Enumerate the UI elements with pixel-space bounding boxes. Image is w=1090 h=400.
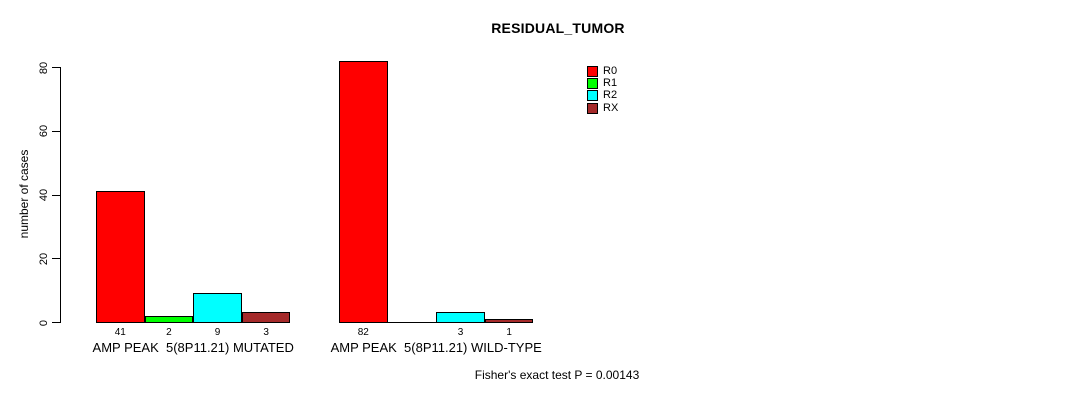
legend-item-rx: RX <box>587 102 618 114</box>
y-tick-mark <box>52 322 60 323</box>
bar-r1-group1 <box>144 315 194 323</box>
bar-r2-group2 <box>436 312 485 323</box>
bar-r0-group1 <box>96 191 145 323</box>
legend-label-rx: RX <box>603 101 619 114</box>
y-tick-mark <box>52 130 60 132</box>
legend-swatch-r2 <box>587 90 598 102</box>
bar-value-label: 1 <box>506 327 512 338</box>
bar-value-label: 3 <box>457 327 464 338</box>
bar-rx-group1 <box>241 312 291 323</box>
bar-r0-group2 <box>339 60 388 323</box>
y-tick-label: 20 <box>38 252 50 265</box>
bar-value-label: 9 <box>214 327 221 338</box>
y-tick-label: 0 <box>38 319 50 326</box>
bar-r2-group1 <box>193 293 242 323</box>
bar-value-label: 82 <box>357 327 369 338</box>
legend-swatch-r0 <box>587 65 598 77</box>
y-tick-label: 40 <box>38 188 50 202</box>
category-label-group1: AMP PEAK 5(8P11.21) MUTATED <box>92 340 294 355</box>
bar-value-label: 3 <box>263 327 269 338</box>
legend-label-r1: R1 <box>603 77 618 90</box>
legend-item-r1: R1 <box>587 77 618 90</box>
y-tick-label: 80 <box>38 61 50 74</box>
y-tick-mark <box>52 67 60 68</box>
y-axis-line <box>60 67 61 323</box>
legend-item-r2: R2 <box>587 90 618 102</box>
chart-title: RESIDUAL_TUMOR <box>491 20 625 36</box>
legend-swatch-r1 <box>587 78 598 90</box>
y-tick-label: 60 <box>38 125 50 138</box>
legend-swatch-rx <box>587 102 598 114</box>
legend-item-r0: R0 <box>587 65 618 77</box>
legend-label-r0: R0 <box>603 64 618 77</box>
y-tick-mark <box>52 258 60 260</box>
zero-bar-r1-group2 <box>387 322 438 323</box>
bar-value-label: 2 <box>166 327 172 338</box>
category-label-group2: AMP PEAK 5(8P11.21) WILD-TYPE <box>330 340 542 355</box>
y-axis-label: number of cases <box>17 149 31 239</box>
bar-rx-group2 <box>484 318 534 323</box>
y-tick-mark <box>52 194 60 196</box>
bar-value-label: 41 <box>114 327 126 338</box>
legend-label-r2: R2 <box>603 89 618 102</box>
footnote-pvalue: Fisher's exact test P = 0.00143 <box>474 368 640 382</box>
legend: R0 R1 R2 RX <box>587 65 618 115</box>
